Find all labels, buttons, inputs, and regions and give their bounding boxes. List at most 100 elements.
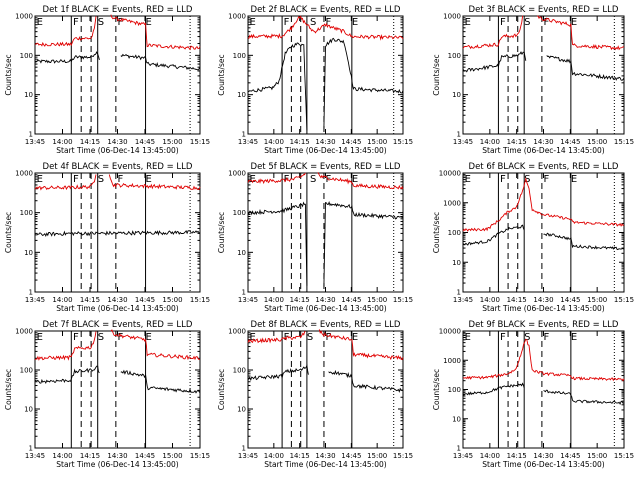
- x-tick-label: 14:00: [264, 452, 284, 460]
- series-black-line: [120, 369, 201, 394]
- plot-frame: [34, 15, 201, 135]
- y-tick-label: 1000: [228, 13, 246, 21]
- chart-title: Det 5f BLACK = Events, RED = LLD: [251, 162, 401, 172]
- x-tick-label: 13:45: [25, 296, 45, 304]
- y-axis-label: Counts/sec: [217, 369, 226, 410]
- x-tick-label: 15:00: [367, 452, 387, 460]
- x-tick-label: 14:00: [264, 296, 284, 304]
- y-tick-label: 10: [24, 249, 33, 257]
- x-tick-label: 14:45: [560, 138, 580, 146]
- y-tick-label: 10: [452, 415, 461, 423]
- interval-letter: F: [73, 174, 79, 185]
- plot-frame: [462, 330, 625, 449]
- x-tick-label: 15:00: [587, 296, 607, 304]
- y-tick-label: 1: [242, 445, 246, 453]
- x-tick-label: 15:00: [587, 452, 607, 460]
- y-tick-label: 10: [237, 406, 246, 414]
- chart-panel-5f: Det 5f BLACK = Events, RED = LLD 1 10 100 10…: [217, 162, 413, 313]
- y-tick-label: 1000: [228, 328, 246, 336]
- series-black-line: [462, 224, 525, 246]
- interval-letter: F: [118, 17, 124, 28]
- y-tick-label: 100: [20, 209, 33, 217]
- x-tick-label: 15:00: [162, 138, 182, 146]
- series-black-line: [247, 363, 309, 382]
- series-black-line: [247, 201, 308, 286]
- x-tick-label: 14:30: [533, 296, 553, 304]
- y-tick-label: 100: [448, 229, 461, 237]
- x-tick-label: 15:00: [162, 296, 182, 304]
- x-tick-label: 13:45: [238, 452, 258, 460]
- y-tick-label: 10: [24, 406, 33, 414]
- x-tick-label: 14:00: [480, 296, 500, 304]
- series-black-line: [323, 200, 404, 287]
- y-tick-label: 1: [457, 445, 461, 453]
- interval-letter: S: [98, 332, 104, 343]
- y-tick-label: 10: [237, 91, 246, 99]
- interval-letter: E: [146, 174, 152, 185]
- y-axis-label: Counts/sec: [4, 212, 13, 253]
- x-tick-label: 14:15: [507, 452, 527, 460]
- interval-letter: F: [326, 17, 332, 28]
- x-tick-label: 13:45: [25, 452, 45, 460]
- series-black-line: [34, 365, 100, 385]
- interval-letter: F: [500, 174, 506, 185]
- x-tick-label: 14:15: [507, 138, 527, 146]
- x-axis-label: Start Time (06-Dec-14 13:45:00): [264, 304, 386, 313]
- y-tick-label: 100: [20, 52, 33, 60]
- chart-panel-2f: Det 2f BLACK = Events, RED = LLD 1 10 100 10…: [217, 5, 413, 155]
- x-tick-label: 14:45: [560, 296, 580, 304]
- y-tick-label: 1: [29, 445, 33, 453]
- x-tick-label: 14:00: [480, 452, 500, 460]
- x-tick-label: 15:15: [190, 452, 210, 460]
- interval-letter: S: [524, 332, 530, 343]
- x-tick-label: 15:15: [614, 138, 634, 146]
- series-red-line: [536, 15, 625, 51]
- x-tick-label: 15:15: [393, 296, 413, 304]
- chart-title: Det 1f BLACK = Events, RED = LLD: [43, 5, 193, 15]
- x-tick-label: 14:15: [80, 296, 100, 304]
- series-black-line: [120, 53, 201, 71]
- series-red-line: [34, 174, 97, 191]
- x-tick-label: 15:00: [367, 138, 387, 146]
- interval-letter: S: [524, 174, 530, 185]
- plot-frame: [34, 172, 201, 293]
- interval-letter: E: [465, 17, 471, 28]
- y-axis-label: Counts/sec: [432, 369, 441, 410]
- x-tick-label: 13:45: [238, 296, 258, 304]
- series-red-line: [108, 174, 201, 191]
- y-tick-label: 1: [242, 131, 246, 139]
- x-tick-label: 13:45: [453, 452, 473, 460]
- series-red-line: [34, 16, 97, 47]
- x-tick-label: 14:45: [341, 138, 361, 146]
- y-tick-label: 1000: [15, 170, 33, 178]
- y-tick-label: 10: [452, 259, 461, 267]
- x-tick-label: 14:15: [80, 452, 100, 460]
- series-black-line: [546, 55, 625, 81]
- x-axis-label: Start Time (06-Dec-14 13:45:00): [264, 146, 386, 155]
- interval-letter: S: [307, 332, 313, 343]
- x-tick-label: 14:45: [135, 452, 155, 460]
- series-black-line: [543, 232, 625, 251]
- interval-letter: E: [571, 174, 577, 185]
- y-tick-label: 1: [29, 131, 33, 139]
- y-tick-label: 100: [233, 209, 246, 217]
- series-black-line: [543, 389, 625, 406]
- interval-letter: F: [544, 332, 550, 343]
- interval-letter: E: [146, 17, 152, 28]
- y-axis-label: Counts/sec: [217, 212, 226, 253]
- x-tick-label: 13:45: [238, 138, 258, 146]
- x-tick-label: 14:00: [480, 138, 500, 146]
- series-red-line: [34, 331, 97, 361]
- x-tick-label: 15:00: [367, 296, 387, 304]
- chart-panel-3f: Det 3f BLACK = Events, RED = LLD 1 10 100 10…: [432, 5, 634, 155]
- y-axis-label: Counts/sec: [432, 212, 441, 253]
- x-tick-label: 14:45: [560, 452, 580, 460]
- y-tick-label: 1000: [443, 199, 461, 207]
- plot-frame: [247, 330, 404, 449]
- interval-letter: E: [571, 17, 577, 28]
- y-tick-label: 1: [457, 131, 461, 139]
- interval-letter: F: [284, 17, 290, 28]
- x-axis-label: Start Time (06-Dec-14 13:45:00): [482, 146, 604, 155]
- interval-letter: E: [250, 174, 256, 185]
